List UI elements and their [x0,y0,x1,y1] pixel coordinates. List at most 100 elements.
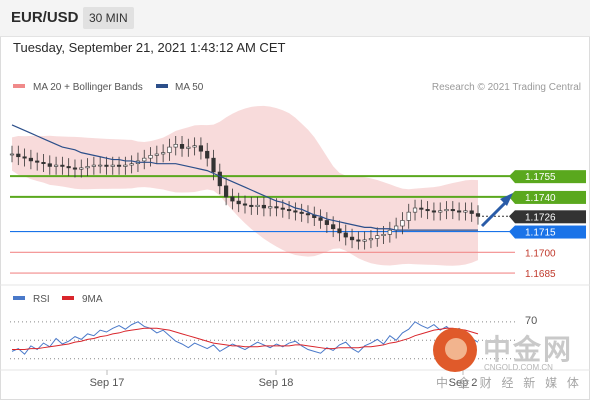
ma9-legend-swatch [62,296,74,300]
candle-body [167,146,172,153]
level-label: 1.1726 [525,212,556,223]
candle-body [72,167,78,170]
candle-body [224,185,229,198]
candle-body [142,157,147,162]
candle-body [249,204,254,207]
candle-body [53,164,59,167]
candle-body [349,236,355,241]
watermark-url: CNGOLD.COM.CN [484,363,553,372]
rsi-level-70: 70 [525,315,537,327]
level-badge [515,210,586,224]
header-bar: EUR/USD 30 MIN [0,0,590,37]
candle-body [475,213,481,217]
candle-body [444,209,449,212]
ma50-line [11,124,478,231]
candle-body [293,210,298,213]
rsi-legend-label: RSI [33,294,50,305]
level-badge [515,225,586,239]
level-label: 1.1685 [525,269,556,280]
candle-body [205,150,210,159]
candle-body [343,232,348,238]
candle-body [123,164,128,167]
x-tick-label: Sep 18 [259,377,294,389]
candle-body [186,146,191,149]
candle-body [463,210,468,213]
candle-body [400,220,405,227]
candle-body [274,206,279,209]
candle-body [261,204,266,209]
candle-body [331,224,336,230]
candle-body [438,210,443,213]
bollinger-band [12,105,478,266]
candle-body [110,164,115,167]
candle-body [375,235,380,239]
candle-body [412,207,418,213]
candle-body [79,167,84,170]
forecast-arrow-shaft [480,198,510,228]
candle-body [47,163,52,167]
candle-body [255,204,260,207]
research-credit: Research © 2021 Trading Central [432,82,581,93]
candle-body [116,164,122,167]
candle-body [129,163,134,166]
level-label: 1.1755 [525,172,556,183]
candle-body [368,238,374,241]
level-label: 1.1740 [525,193,556,204]
candle-body [280,207,285,210]
level-label: 1.1700 [525,248,556,259]
candle-body [91,164,96,167]
candle-body [60,164,65,167]
candle-body [211,157,216,173]
ma9-line [12,327,479,351]
candle-body [469,210,474,214]
candle-body [66,166,71,169]
candle-body [362,239,367,242]
candle-body [324,220,329,225]
candle-body [16,153,21,158]
cngold-logo-inner-icon [445,338,467,360]
candle-body [356,239,361,242]
candle-body [98,164,103,167]
candle-body [236,200,241,205]
candle-body [35,160,40,163]
candle-body [299,211,304,214]
level-label: 1.1715 [525,228,556,239]
bb-legend-label: MA 20 + Bollinger Bands [33,82,143,93]
candle-body [9,153,15,156]
candle-body [406,211,411,221]
candle-body [419,207,424,210]
candle-body [173,144,178,148]
candle-body [337,228,342,234]
candle-body [104,164,109,167]
candle-body [179,144,185,149]
candle-body [230,196,235,202]
candle-body [28,157,33,162]
level-badge-arrow [509,210,515,224]
candle-body [85,166,90,169]
level-badge [515,190,586,204]
candle-body [22,156,27,159]
ma50-legend-label: MA 50 [175,82,204,93]
instrument-label: EUR/USD [11,9,79,26]
candle-body [192,145,197,148]
candle-body [425,209,430,212]
ma50-legend-swatch [156,84,168,88]
candle-body [268,206,273,209]
candle-body [242,203,248,206]
candle-body [450,209,455,212]
candle-body [286,209,292,212]
watermark-title: 中金网 [483,333,574,366]
candle-body [431,210,437,213]
candle-body [318,217,323,221]
timeframe-button[interactable]: 30 MIN [83,7,134,29]
x-tick-label: Sep 17 [90,377,125,389]
candle-body [457,210,462,213]
candle-body [154,153,159,156]
level-badge-arrow [509,190,515,204]
candle-body [198,145,204,152]
bb-legend-swatch [13,84,25,88]
candle-body [148,155,153,159]
watermark-subtitle: 中 金 财 经 新 媒 体 [436,376,582,390]
ma9-legend-label: 9MA [82,294,103,305]
